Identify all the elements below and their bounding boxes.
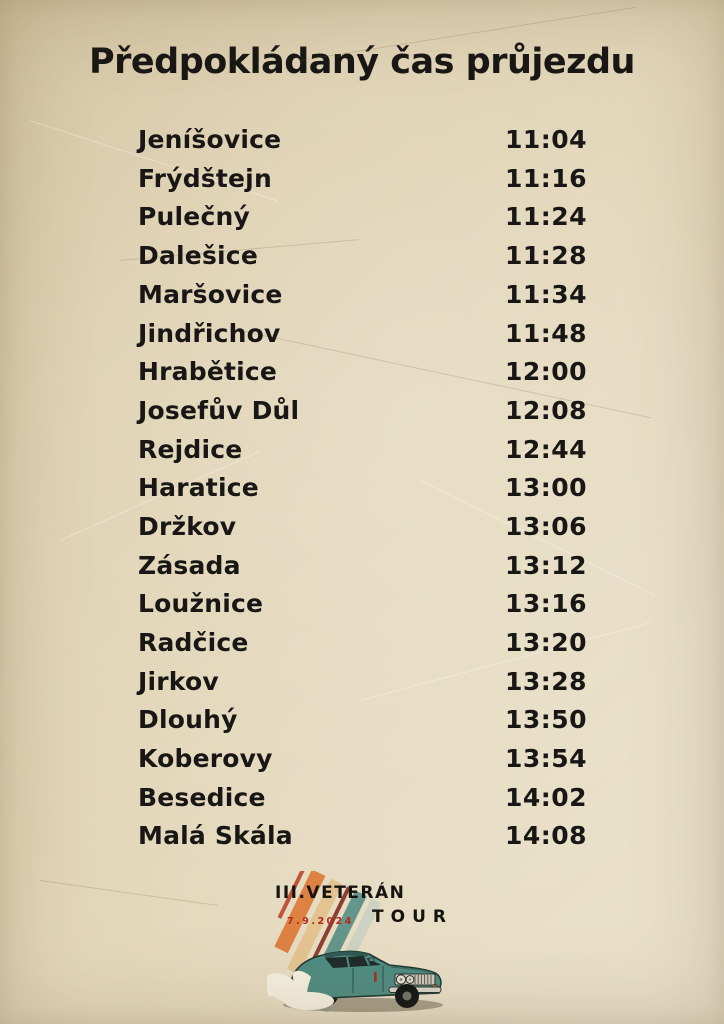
place-name: Radčice (138, 628, 249, 658)
schedule-row: Dlouhý 13:50 (138, 701, 588, 740)
schedule-row: Pulečný 11:24 (138, 198, 588, 237)
logo-event-date: 7.9.2024 (287, 916, 354, 928)
schedule-row: Zásada 13:12 (138, 546, 588, 585)
place-name: Loužnice (138, 589, 264, 619)
veteran-car-icon (267, 951, 443, 1013)
place-name: Jindřichov (138, 318, 281, 348)
place-name: Jeníšovice (138, 125, 282, 155)
pass-time: 14:08 (505, 821, 588, 851)
schedule-row: Hrabětice 12:00 (138, 352, 588, 391)
schedule-row: Josefův Důl 12:08 (138, 391, 588, 430)
event-logo: III.VETERÁN TOUR 7.9.2024 (267, 871, 457, 1014)
place-name: Držkov (138, 511, 237, 541)
page-title: Předpokládaný čas průjezdu (89, 42, 635, 82)
schedule-list: Jeníšovice 11:04 Frýdštejn 11:16 Pulečný 11… (138, 120, 588, 856)
pass-time: 13:06 (505, 511, 588, 541)
place-name: Josefův Důl (138, 395, 300, 425)
logo-artwork (267, 871, 443, 1014)
pass-time: 12:00 (505, 357, 588, 387)
paper-scratch (39, 880, 219, 907)
place-name: Hrabětice (138, 357, 278, 387)
place-name: Koberovy (138, 744, 273, 774)
place-name: Besedice (138, 782, 266, 812)
place-name: Zásada (138, 550, 241, 580)
place-name: Rejdice (138, 434, 243, 464)
pass-time: 11:04 (505, 125, 588, 155)
pass-time: 11:16 (505, 163, 588, 193)
schedule-row: Koberovy 13:54 (138, 739, 588, 778)
schedule-row: Malá Skála 14:08 (138, 817, 588, 856)
place-name: Dlouhý (138, 705, 238, 735)
schedule-row: Jeníšovice 11:04 (138, 120, 588, 159)
pass-time: 13:12 (505, 550, 588, 580)
pass-time: 13:54 (505, 744, 588, 774)
logo-event-name-tour: TOUR (372, 907, 453, 928)
schedule-row: Haratice 13:00 (138, 468, 588, 507)
place-name: Frýdštejn (138, 163, 272, 193)
place-name: Pulečný (138, 202, 250, 232)
logo-event-name: III.VETERÁN (275, 883, 406, 904)
place-name: Dalešice (138, 241, 258, 271)
pass-time: 13:00 (505, 473, 588, 503)
place-name: Haratice (138, 473, 259, 503)
pass-time: 12:44 (505, 434, 588, 464)
pass-time: 13:20 (505, 628, 588, 658)
pass-time: 11:24 (505, 202, 588, 232)
place-name: Maršovice (138, 279, 283, 309)
schedule-row: Radčice 13:20 (138, 623, 588, 662)
schedule-row: Loužnice 13:16 (138, 585, 588, 624)
schedule-row: Jindřichov 11:48 (138, 314, 588, 353)
pass-time: 14:02 (505, 782, 588, 812)
schedule-row: Frýdštejn 11:16 (138, 159, 588, 198)
pass-time: 13:28 (505, 666, 588, 696)
schedule-row: Dalešice 11:28 (138, 236, 588, 275)
schedule-row: Maršovice 11:34 (138, 275, 588, 314)
pass-time: 12:08 (505, 395, 588, 425)
pass-time: 11:34 (505, 279, 588, 309)
schedule-row: Besedice 14:02 (138, 778, 588, 817)
pass-time: 11:28 (505, 241, 588, 271)
schedule-row: Držkov 13:06 (138, 507, 588, 546)
place-name: Jirkov (138, 666, 219, 696)
pass-time: 13:50 (505, 705, 588, 735)
schedule-row: Rejdice 12:44 (138, 430, 588, 469)
place-name: Malá Skála (138, 821, 293, 851)
schedule-row: Jirkov 13:28 (138, 662, 588, 701)
pass-time: 13:16 (505, 589, 588, 619)
pass-time: 11:48 (505, 318, 588, 348)
